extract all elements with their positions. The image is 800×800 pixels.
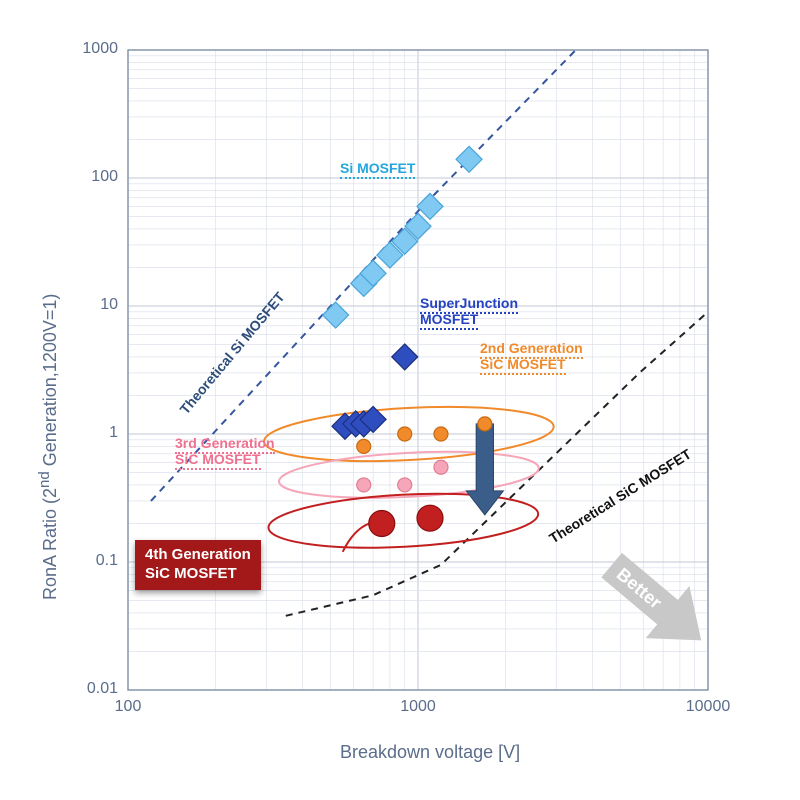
- rona-vs-breakdown-chart: Better: [0, 0, 800, 800]
- y-tick: 0.1: [58, 552, 118, 570]
- series-label: SuperJunctionMOSFET: [420, 295, 518, 327]
- gen4-callout: 4th GenerationSiC MOSFET: [135, 540, 261, 590]
- series-label: 2nd GenerationSiC MOSFET: [480, 340, 583, 372]
- series-label: Si MOSFET: [340, 160, 415, 176]
- x-tick: 100: [115, 698, 142, 716]
- x-axis-title: Breakdown voltage [V]: [340, 742, 520, 763]
- x-tick: 10000: [686, 698, 731, 716]
- y-tick: 0.01: [58, 680, 118, 698]
- x-tick: 1000: [400, 698, 436, 716]
- series-label: 3rd GenerationSiC MOSFET: [175, 435, 275, 467]
- y-tick: 100: [58, 168, 118, 186]
- y-tick: 1000: [58, 40, 118, 58]
- y-tick: 1: [58, 424, 118, 442]
- y-tick: 10: [58, 296, 118, 314]
